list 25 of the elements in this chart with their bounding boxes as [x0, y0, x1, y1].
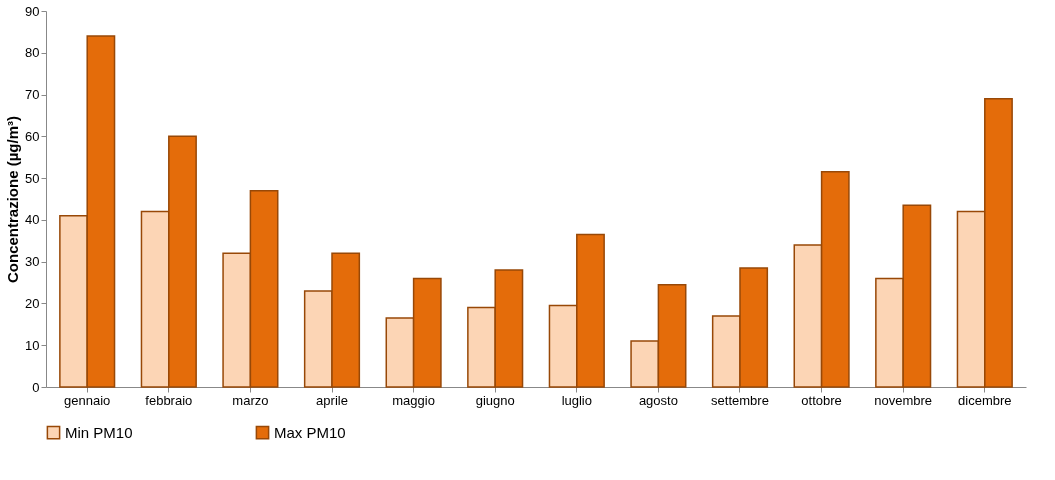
x-tick-label: luglio [561, 392, 592, 408]
x-tick-label: aprile [316, 392, 348, 408]
y-tick-label: 10 [25, 337, 40, 353]
legend-label: Min PM10 [65, 423, 133, 441]
x-tick-label: dicembre [958, 392, 1012, 408]
x-tick-label: novembre [874, 392, 933, 408]
x-tick-label: maggio [392, 392, 435, 408]
x-tick-label: ottobre [801, 392, 842, 408]
y-tick-label: 20 [25, 295, 40, 311]
y-tick-label: 70 [25, 87, 40, 103]
x-tick-label: giugno [475, 392, 515, 408]
y-tick-label: 0 [32, 379, 40, 395]
y-tick-label: 30 [25, 254, 40, 270]
x-tick-label: marzo [232, 392, 269, 408]
y-tick-label: 50 [25, 170, 40, 186]
y-tick-label: 60 [25, 128, 40, 144]
y-tick-label: 40 [25, 212, 40, 228]
y-tick-label: 80 [25, 45, 40, 61]
y-tick-label: 90 [25, 3, 40, 19]
x-tick-label: febbraio [145, 392, 193, 408]
y-axis-title: Concentrazione (µg/m³) [4, 116, 22, 283]
x-tick-label: settembre [711, 392, 769, 408]
legend-label: Max PM10 [274, 423, 346, 441]
x-tick-label: agosto [638, 392, 678, 408]
x-tick-label: gennaio [64, 392, 111, 408]
